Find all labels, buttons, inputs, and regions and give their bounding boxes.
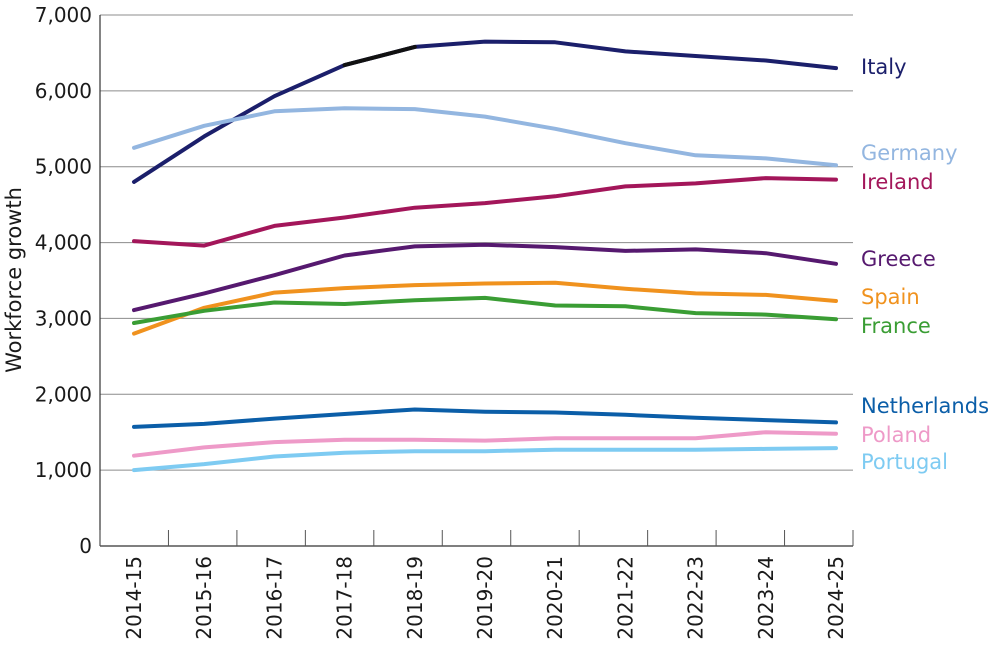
x-tick-label: 2023-24 <box>754 556 778 640</box>
x-tick-label: 2020-21 <box>543 556 567 640</box>
y-axis-title: Workforce growth <box>2 187 26 373</box>
x-tick-label: 2016-17 <box>262 556 286 640</box>
series-label-netherlands: Netherlands <box>861 394 989 418</box>
series-labels: Italy Germany Ireland Greece Spain France Neth… <box>861 55 989 474</box>
series-line-netherlands <box>132 407 838 429</box>
x-tick-label: 2015-16 <box>192 556 216 640</box>
x-tick-label: 2018-19 <box>403 556 427 640</box>
y-tick-label: 2,000 <box>35 382 92 406</box>
x-tick-label: 2021-22 <box>613 556 637 640</box>
series-label-spain: Spain <box>861 285 920 309</box>
gridlines <box>100 14 853 471</box>
series-label-portugal: Portugal <box>861 450 948 474</box>
y-tick-label: 3,000 <box>35 306 92 330</box>
series-label-greece: Greece <box>861 247 936 271</box>
series-line-ireland <box>132 176 838 248</box>
x-tick-label: 2022-23 <box>684 556 708 640</box>
x-tick-label: 2019-20 <box>473 556 497 640</box>
x-tick-label: 2024-25 <box>824 556 848 640</box>
series-line-highlight-italy <box>342 44 417 68</box>
series-label-ireland: Ireland <box>861 170 934 194</box>
series-label-france: France <box>861 314 931 338</box>
series-line-france <box>132 295 838 325</box>
series-line-portugal <box>132 446 838 473</box>
x-axis: 2014-15 2015-16 2016-17 2017-18 2018-19 2019-… <box>99 530 854 640</box>
y-tick-label: 0 <box>79 534 92 558</box>
series-label-poland: Poland <box>861 423 931 447</box>
y-tick-label: 5,000 <box>35 155 92 179</box>
series-label-italy: Italy <box>861 55 907 79</box>
x-tick-label: 2014-15 <box>122 556 146 640</box>
y-tick-label: 7,000 <box>35 3 92 27</box>
y-tick-label: 4,000 <box>35 231 92 255</box>
y-tick-label: 6,000 <box>35 79 92 103</box>
series-line-italy <box>132 39 838 184</box>
series-line-spain <box>132 280 838 336</box>
y-tick-label: 1,000 <box>35 458 92 482</box>
series-lines <box>132 39 838 473</box>
series-line-poland <box>132 430 838 458</box>
series-line-germany <box>132 106 838 168</box>
x-tick-label: 2017-18 <box>333 556 357 640</box>
series-line-greece <box>132 242 838 313</box>
y-axis: 0 1,000 2,000 3,000 4,000 5,000 6,000 7,000 <box>35 3 101 558</box>
series-label-germany: Germany <box>861 141 958 165</box>
